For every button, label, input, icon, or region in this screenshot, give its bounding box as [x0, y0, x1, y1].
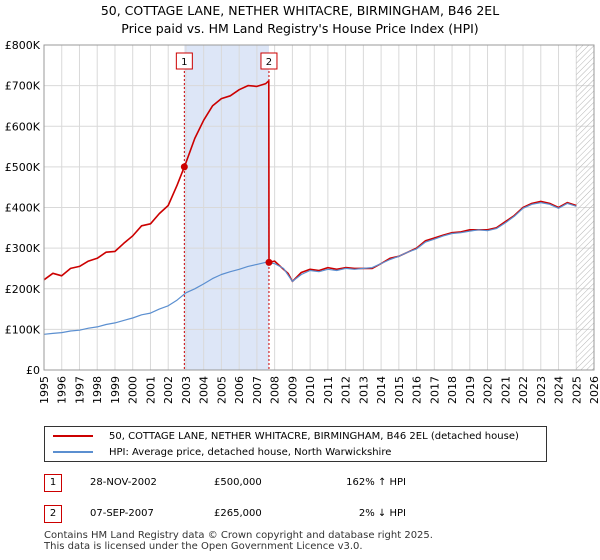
x-tick-label: 2026 [588, 376, 600, 404]
x-tick-label: 2022 [517, 376, 530, 404]
transaction-hpi-change: 162% ↑ HPI [346, 477, 406, 488]
transaction-label: 1 [181, 57, 187, 68]
transaction-point [265, 258, 273, 266]
forecast-hatch-region [576, 45, 594, 370]
x-tick-label: 1997 [73, 376, 86, 404]
x-tick-label: 1999 [109, 376, 122, 404]
x-tick-label: 1995 [38, 376, 51, 404]
transaction-number-badge: 2 [44, 505, 62, 523]
transaction-price: £265,000 [214, 508, 262, 519]
chart-title-line1: 50, COTTAGE LANE, NETHER WHITACRE, BIRMI… [100, 3, 500, 18]
legend-swatch-hpi [53, 451, 93, 453]
x-tick-label: 2017 [428, 376, 441, 404]
x-tick-label: 2012 [340, 376, 353, 404]
x-tick-label: 2005 [215, 376, 228, 404]
transaction-label-box [175, 52, 193, 70]
x-tick-label: 1998 [91, 376, 104, 404]
attribution-footer: Contains HM Land Registry data © Crown c… [44, 530, 433, 552]
x-tick-label: 2006 [233, 376, 246, 404]
y-tick-label: £500K [5, 161, 41, 174]
x-tick-label: 2024 [553, 376, 566, 404]
x-tick-label: 2023 [535, 376, 548, 404]
legend-label-hpi: HPI: Average price, detached house, Nort… [109, 447, 392, 458]
transaction-label-box [260, 52, 278, 70]
chart-title-line2: Price paid vs. HM Land Registry's House … [121, 21, 479, 36]
x-tick-label: 2021 [499, 376, 512, 404]
x-tick-label: 2008 [269, 376, 282, 404]
price-chart: 1 2 £0 £100K £200K £300K £400K £500K £600K £700K… [5, 39, 600, 404]
y-tick-label: £800K [5, 39, 41, 52]
transaction-point [180, 163, 188, 171]
y-tick-label: £300K [5, 242, 41, 255]
x-tick-label: 2007 [251, 376, 264, 404]
transaction-number-badge: 1 [44, 474, 62, 492]
x-tick-label: 2025 [570, 376, 583, 404]
x-tick-label: 2004 [198, 376, 211, 404]
y-tick-label: £0 [26, 364, 40, 377]
transaction-label: 2 [266, 57, 272, 68]
x-tick-label: 2002 [162, 376, 175, 404]
transaction-date: 28-NOV-2002 [90, 477, 157, 488]
x-tick-label: 2014 [375, 376, 388, 404]
x-tick-label: 2015 [393, 376, 406, 404]
legend-label-price-paid: 50, COTTAGE LANE, NETHER WHITACRE, BIRMI… [109, 431, 519, 442]
legend-item-hpi: HPI: Average price, detached house, Nort… [53, 445, 391, 461]
x-tick-label: 2003 [180, 376, 193, 404]
transaction-hpi-change: 2% ↓ HPI [358, 508, 406, 519]
legend-item-price-paid: 50, COTTAGE LANE, NETHER WHITACRE, BIRMI… [53, 429, 519, 445]
x-tick-label: 2020 [482, 376, 495, 404]
transaction-date: 07-SEP-2007 [90, 508, 154, 519]
x-tick-label: 2011 [322, 376, 335, 404]
x-tick-label: 2009 [286, 376, 299, 404]
y-tick-label: £700K [5, 80, 41, 93]
chart-legend: 50, COTTAGE LANE, NETHER WHITACRE, BIRMI… [44, 426, 547, 462]
x-tick-label: 2001 [144, 376, 157, 404]
plot-frame [43, 44, 595, 371]
transaction-row: 2 07-SEP-2007 £265,000 2% ↓ HPI [0, 505, 600, 525]
x-tick-label: 2018 [446, 376, 459, 404]
chart-title: 50, COTTAGE LANE, NETHER WHITACRE, BIRMI… [0, 2, 600, 38]
y-tick-label: £200K [5, 283, 41, 296]
x-tick-label: 2000 [127, 376, 140, 404]
attribution-line1: Contains HM Land Registry data © Crown c… [44, 530, 433, 541]
x-tick-label: 2016 [411, 376, 424, 404]
legend-swatch-price-paid [53, 435, 93, 437]
transaction-price: £500,000 [214, 477, 262, 488]
x-tick-label: 2013 [357, 376, 370, 404]
transaction-row: 1 28-NOV-2002 £500,000 162% ↑ HPI [0, 474, 600, 494]
y-tick-label: £600K [5, 120, 41, 133]
x-tick-label: 2019 [464, 376, 477, 404]
y-tick-label: £100K [5, 323, 41, 336]
x-tick-label: 2010 [304, 376, 317, 404]
attribution-line2: This data is licensed under the Open Gov… [44, 541, 363, 552]
hpi-series-line [43, 202, 577, 335]
x-tick-label: 1996 [56, 376, 69, 404]
y-tick-label: £400K [5, 202, 41, 215]
